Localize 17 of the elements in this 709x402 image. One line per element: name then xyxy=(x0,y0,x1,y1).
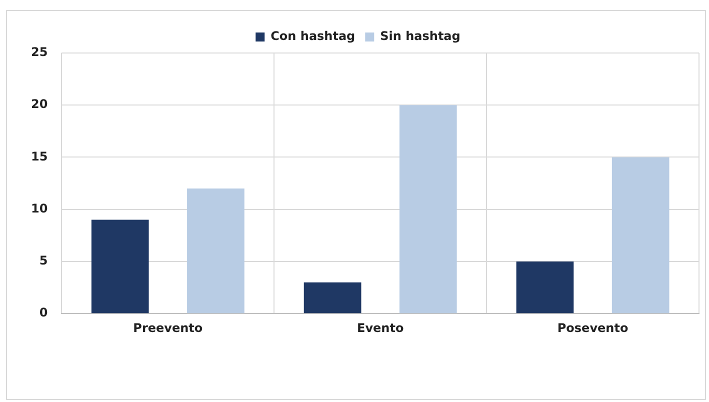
x-tick-label: Posevento xyxy=(557,320,628,335)
y-tick-label: 5 xyxy=(39,254,48,268)
y-tick-label: 15 xyxy=(30,149,48,164)
bar xyxy=(187,188,244,314)
legend-label: Sin hashtag xyxy=(380,29,460,44)
y-tick-label: 10 xyxy=(30,201,48,216)
y-tick-label: 25 xyxy=(30,45,48,60)
y-tick-label: 20 xyxy=(30,97,48,112)
bar xyxy=(612,157,670,314)
bar xyxy=(304,282,362,314)
y-tick-label: 0 xyxy=(39,306,48,320)
x-tick-label: Evento xyxy=(357,320,404,335)
bar xyxy=(516,261,574,314)
legend-label: Con hashtag xyxy=(270,29,356,44)
x-tick-label: Preevento xyxy=(133,320,203,335)
bar xyxy=(91,220,149,314)
bar xyxy=(399,105,457,314)
